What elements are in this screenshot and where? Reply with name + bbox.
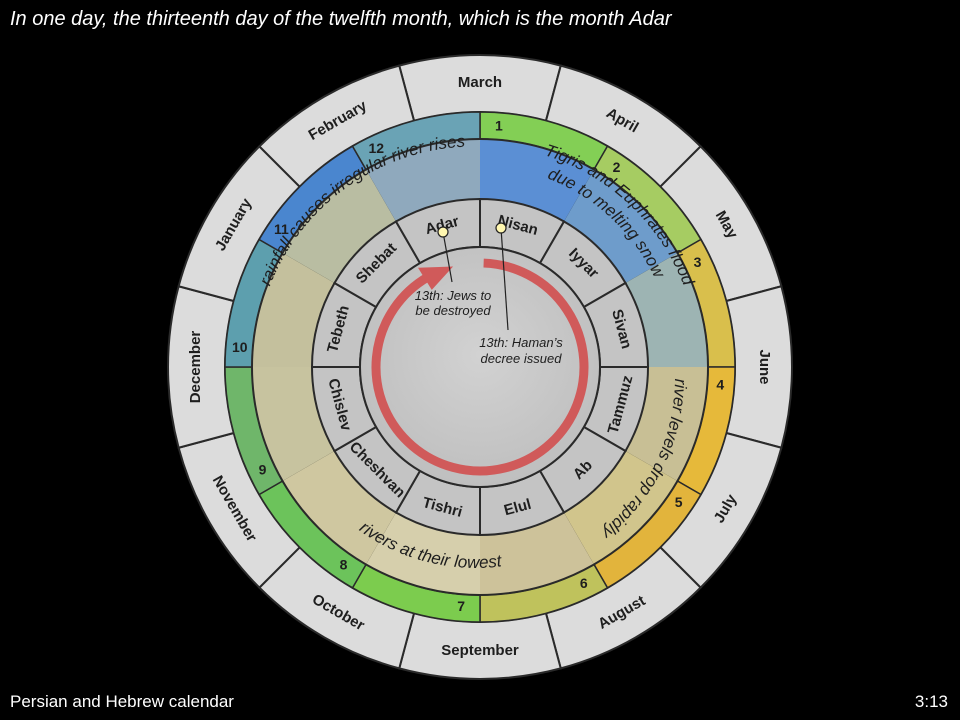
year-cycle-arrow bbox=[371, 258, 589, 476]
persian-month-number-7: 7 bbox=[457, 598, 465, 614]
persian-month-number-11: 11 bbox=[274, 221, 289, 237]
adar-event-line2: be destroyed bbox=[415, 303, 491, 318]
gregorian-month-label-september: September bbox=[441, 642, 519, 659]
hebrew-month-label-elul: Elul bbox=[502, 496, 533, 520]
adar-event-marker bbox=[437, 226, 449, 238]
persian-month-number-4: 4 bbox=[716, 377, 724, 393]
season-band bbox=[564, 169, 678, 283]
persian-month-number-1: 1 bbox=[495, 117, 503, 133]
season-band bbox=[564, 451, 678, 565]
cycle-arrow-head bbox=[417, 266, 454, 290]
footer-caption: Persian and Hebrew calendar bbox=[10, 692, 234, 711]
persian-month-number-3: 3 bbox=[694, 254, 702, 270]
persian-month-number-8: 8 bbox=[340, 556, 348, 572]
adar-pointer-line bbox=[442, 231, 453, 283]
slide-title: In one day, the thirteenth day of the tw… bbox=[10, 8, 672, 30]
persian-month-number-5: 5 bbox=[675, 494, 683, 510]
season-band bbox=[282, 451, 396, 565]
persian-month-number-10: 10 bbox=[232, 339, 248, 355]
gregorian-month-ring: MarchAprilMayJuneJulyAugustSeptemberOcto… bbox=[166, 54, 794, 681]
gregorian-month-label-june: June bbox=[756, 349, 773, 384]
cycle-arrow-arc bbox=[371, 258, 589, 476]
adar-event-line1: 13th: Jews to bbox=[415, 288, 492, 303]
nisan-event-marker bbox=[495, 222, 507, 234]
gregorian-month-label-march: March bbox=[458, 74, 502, 91]
nisan-pointer-line bbox=[500, 227, 509, 331]
persian-month-number-12: 12 bbox=[368, 140, 384, 156]
nisan-event-line1: 13th: Haman’s bbox=[479, 335, 563, 350]
verse-reference: 3:13 bbox=[914, 692, 948, 711]
season-ring-outer-border bbox=[251, 138, 709, 596]
persian-month-number-6: 6 bbox=[580, 575, 588, 591]
nisan-event-line2: decree issued bbox=[481, 351, 563, 366]
persian-month-number-9: 9 bbox=[259, 461, 267, 477]
center-disc bbox=[359, 246, 601, 488]
persian-month-number-2: 2 bbox=[613, 159, 621, 175]
gregorian-month-label-december: December bbox=[187, 331, 204, 404]
season-band bbox=[282, 169, 396, 283]
